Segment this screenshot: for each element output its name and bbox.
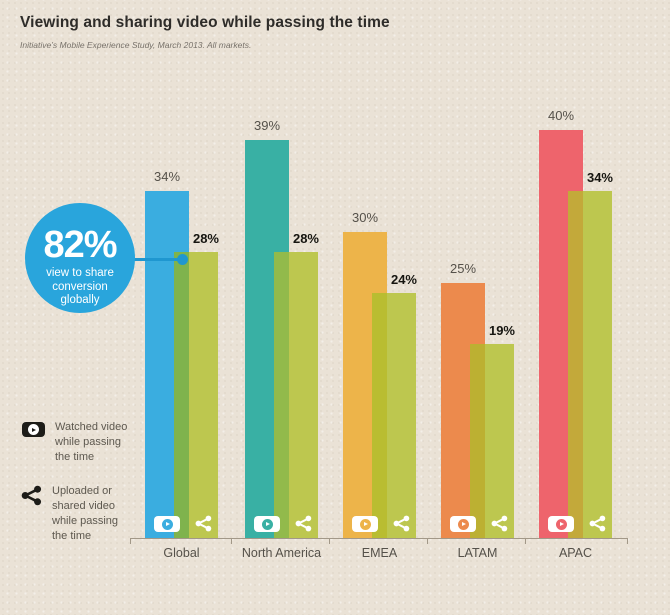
axis-tick (627, 538, 628, 544)
bar-overlap-latam (470, 344, 485, 538)
play-icon (457, 518, 469, 530)
conversion-callout: 82% view to share conversion globally (25, 203, 135, 313)
play-icon (161, 518, 173, 530)
value-label-shared-apac: 34% (586, 170, 613, 185)
legend-label-line: the time (52, 530, 92, 542)
play-icon (359, 518, 371, 530)
value-label-watched-emea: 30% (351, 210, 379, 225)
category-label-north-america: North America (241, 546, 322, 560)
bar-play-badge-icon (352, 516, 378, 532)
legend-label-line: Watched video (55, 421, 128, 433)
legend-label-line: Uploaded or (52, 485, 112, 497)
legend-label-line: the time (55, 451, 95, 463)
axis-tick (525, 538, 526, 544)
category-label-apac: APAC (558, 546, 593, 560)
category-label-latam: LATAM (457, 546, 498, 560)
category-label-emea: EMEA (361, 546, 398, 560)
bar-share-icon (195, 515, 212, 532)
value-label-shared-global: 28% (192, 231, 219, 246)
bar-play-badge-icon (154, 516, 180, 532)
value-label-watched-apac: 40% (547, 108, 575, 123)
bar-play-badge-icon (548, 516, 574, 532)
bar-overlap-emea (372, 293, 387, 538)
value-label-watched-latam: 25% (449, 261, 477, 276)
axis-tick (427, 538, 428, 544)
legend-item-shared: Uploaded or shared video while passing the … (21, 483, 118, 544)
legend-label: Watched video while passing the time (55, 419, 127, 465)
chart-title: Viewing and sharing video while passing … (20, 14, 390, 31)
legend-label: Uploaded or shared video while passing the … (52, 483, 118, 544)
play-icon (28, 424, 39, 435)
axis-line (130, 538, 627, 539)
chart-subtitle: Initiative’s Mobile Experience Study, Ma… (20, 40, 252, 50)
axis-tick (329, 538, 330, 544)
bar-overlap-apac (568, 191, 583, 538)
callout-caption-line: globally (60, 294, 100, 306)
legend-item-watched: Watched video while passing the time (22, 419, 127, 465)
bar-share-icon (589, 515, 606, 532)
callout-value: 82% (43, 224, 117, 266)
category-label-global: Global (163, 546, 200, 560)
bar-play-badge-icon (450, 516, 476, 532)
value-label-watched-north-america: 39% (253, 118, 281, 133)
legend-label-line: while passing (55, 436, 122, 448)
bar-overlap-global (174, 252, 189, 538)
bar-share-icon (491, 515, 508, 532)
bar-share-icon (393, 515, 410, 532)
value-label-shared-emea: 24% (390, 272, 417, 287)
bar-share-icon (295, 515, 312, 532)
bar-overlap-north-america (274, 252, 289, 538)
value-label-watched-global: 34% (153, 169, 181, 184)
callout-caption: view to share conversion globally (25, 267, 135, 308)
axis-tick (231, 538, 232, 544)
callout-caption-line: view to share (46, 267, 114, 279)
axis-tick (130, 538, 131, 544)
share-icon (21, 485, 42, 544)
callout-connector-dot (177, 254, 188, 265)
value-label-shared-latam: 19% (488, 323, 515, 338)
play-icon (261, 518, 273, 530)
legend-label-line: while passing (52, 515, 119, 527)
play-badge-icon (22, 422, 45, 437)
legend-label-line: shared video (52, 500, 115, 512)
bar-play-badge-icon (254, 516, 280, 532)
callout-caption-line: conversion (52, 280, 108, 293)
callout-connector-line (131, 258, 183, 261)
play-icon (555, 518, 567, 530)
value-label-shared-north-america: 28% (292, 231, 319, 246)
